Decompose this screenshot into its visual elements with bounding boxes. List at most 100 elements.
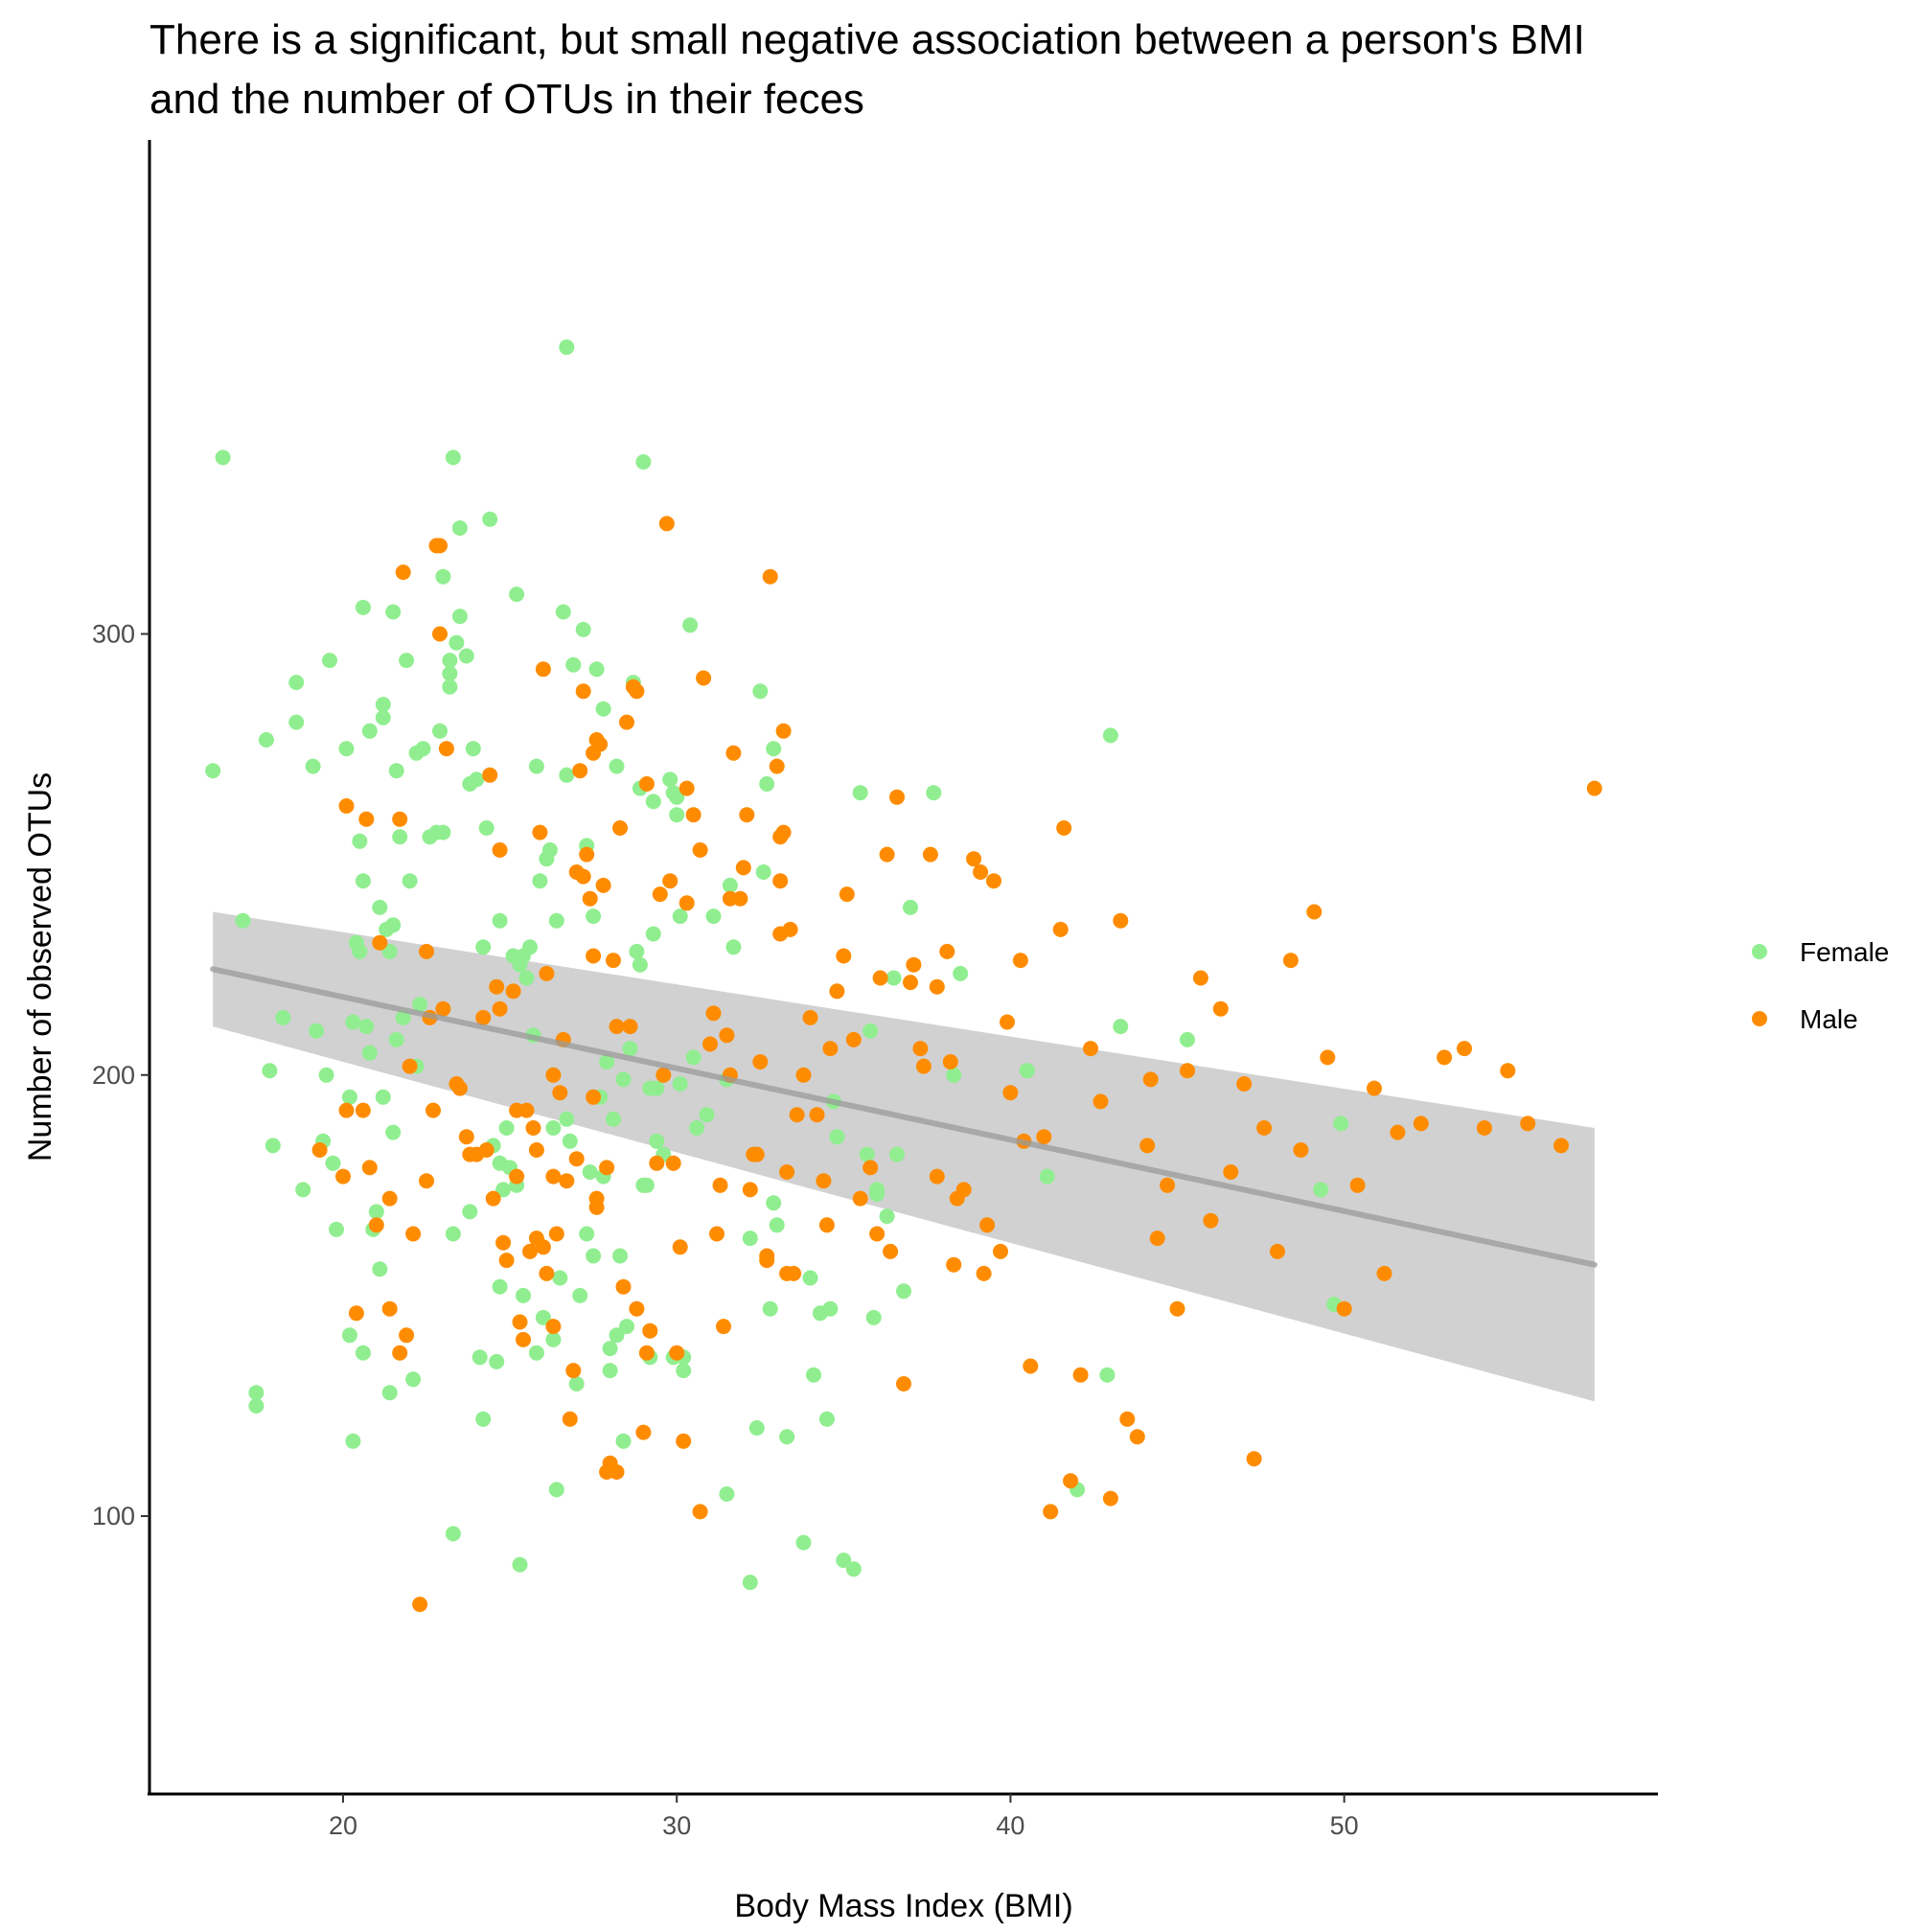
data-point-female bbox=[528, 758, 544, 774]
data-point-female bbox=[442, 678, 458, 695]
y-axis-ticks: 100 200 300 bbox=[92, 619, 150, 1530]
data-point-male bbox=[862, 1160, 879, 1176]
data-point-female bbox=[522, 939, 538, 955]
data-point-male bbox=[678, 895, 695, 911]
data-point-female bbox=[372, 1261, 388, 1277]
data-point-female bbox=[432, 723, 448, 739]
data-point-female bbox=[1180, 1031, 1195, 1047]
data-point-male bbox=[405, 1226, 422, 1242]
data-point-male bbox=[545, 1319, 562, 1335]
data-point-male bbox=[759, 1248, 775, 1264]
data-point-male bbox=[1270, 1243, 1285, 1259]
data-point-male bbox=[588, 1190, 605, 1207]
data-point-male bbox=[368, 1217, 384, 1233]
data-point-female bbox=[498, 1120, 515, 1136]
data-point-female bbox=[469, 771, 485, 788]
data-point-female bbox=[395, 1009, 411, 1025]
data-point-male bbox=[492, 842, 508, 858]
data-point-female bbox=[1039, 1168, 1055, 1184]
data-point-female bbox=[638, 1177, 655, 1193]
data-point-male bbox=[615, 1278, 632, 1295]
data-point-female bbox=[629, 943, 645, 959]
data-point-male bbox=[649, 1155, 665, 1171]
data-point-female bbox=[1313, 1182, 1329, 1198]
data-point-female bbox=[1113, 1019, 1129, 1035]
data-point-male bbox=[335, 1168, 351, 1184]
data-point-female bbox=[451, 520, 468, 536]
data-point-female bbox=[361, 723, 378, 739]
data-point-female bbox=[248, 1398, 264, 1414]
data-point-male bbox=[883, 1243, 899, 1259]
data-point-male bbox=[532, 824, 548, 840]
data-point-male bbox=[879, 846, 895, 862]
data-point-male bbox=[528, 1142, 544, 1158]
data-point-female bbox=[512, 1556, 528, 1573]
data-point-female bbox=[448, 634, 465, 651]
data-point-male bbox=[1520, 1116, 1536, 1132]
data-point-male bbox=[586, 1089, 602, 1105]
data-point-female bbox=[352, 943, 368, 959]
data-point-male bbox=[705, 1005, 722, 1022]
x-tick-label: 30 bbox=[662, 1811, 691, 1840]
data-point-female bbox=[599, 1054, 615, 1070]
data-point-male bbox=[929, 978, 945, 995]
data-point-female bbox=[445, 1226, 461, 1242]
data-point-male bbox=[993, 1243, 1008, 1259]
data-point-female bbox=[248, 1385, 264, 1401]
data-point-male bbox=[612, 820, 628, 836]
data-point-male bbox=[562, 1411, 578, 1427]
data-point-female bbox=[762, 1300, 778, 1317]
data-point-male bbox=[652, 886, 668, 903]
data-point-male bbox=[1072, 1367, 1089, 1383]
data-point-male bbox=[692, 1504, 708, 1520]
data-point-male bbox=[1500, 1063, 1516, 1079]
data-point-female bbox=[288, 675, 305, 691]
data-point-male bbox=[732, 890, 748, 907]
x-tick-label: 50 bbox=[1330, 1811, 1359, 1840]
data-point-male bbox=[552, 1085, 568, 1101]
data-point-male bbox=[599, 1160, 615, 1176]
data-point-female bbox=[669, 807, 685, 823]
chart-title: There is a significant, but small negati… bbox=[150, 16, 1585, 63]
data-point-female bbox=[615, 1071, 632, 1088]
data-point-female bbox=[742, 1575, 758, 1591]
data-point-male bbox=[839, 886, 855, 903]
data-point-female bbox=[562, 1133, 578, 1149]
data-point-male bbox=[1180, 1063, 1195, 1079]
data-point-female bbox=[552, 1270, 568, 1286]
data-point-male bbox=[399, 1327, 415, 1344]
data-point-male bbox=[355, 1102, 371, 1118]
data-point-male bbox=[412, 1597, 428, 1613]
data-point-male bbox=[852, 1190, 868, 1207]
data-point-male bbox=[435, 1000, 451, 1017]
data-point-female bbox=[458, 648, 474, 664]
data-point-female bbox=[392, 829, 408, 845]
data-point-male bbox=[372, 934, 388, 951]
data-point-male bbox=[485, 1190, 501, 1207]
data-point-female bbox=[258, 732, 274, 748]
data-point-female bbox=[205, 763, 221, 779]
data-point-male bbox=[619, 714, 634, 730]
data-point-male bbox=[1437, 1049, 1453, 1066]
data-point-male bbox=[492, 1000, 508, 1017]
legend-key-female bbox=[1752, 944, 1767, 959]
data-point-male bbox=[392, 811, 408, 827]
data-point-female bbox=[355, 599, 371, 615]
data-point-male bbox=[539, 965, 555, 981]
data-point-female bbox=[602, 1363, 618, 1379]
data-point-female bbox=[442, 653, 458, 669]
data-point-male bbox=[451, 1080, 468, 1096]
data-point-male bbox=[748, 1146, 765, 1162]
data-point-female bbox=[869, 1182, 886, 1198]
data-point-female bbox=[559, 339, 575, 356]
data-point-male bbox=[419, 943, 434, 959]
data-point-male bbox=[575, 868, 591, 885]
data-point-male bbox=[458, 1129, 474, 1145]
data-point-male bbox=[1586, 780, 1602, 796]
data-point-female bbox=[852, 785, 868, 801]
data-point-male bbox=[1056, 820, 1072, 836]
data-point-male bbox=[1002, 1085, 1019, 1101]
data-point-female bbox=[705, 908, 722, 925]
data-point-female bbox=[582, 1164, 598, 1180]
data-point-female bbox=[318, 1067, 334, 1083]
